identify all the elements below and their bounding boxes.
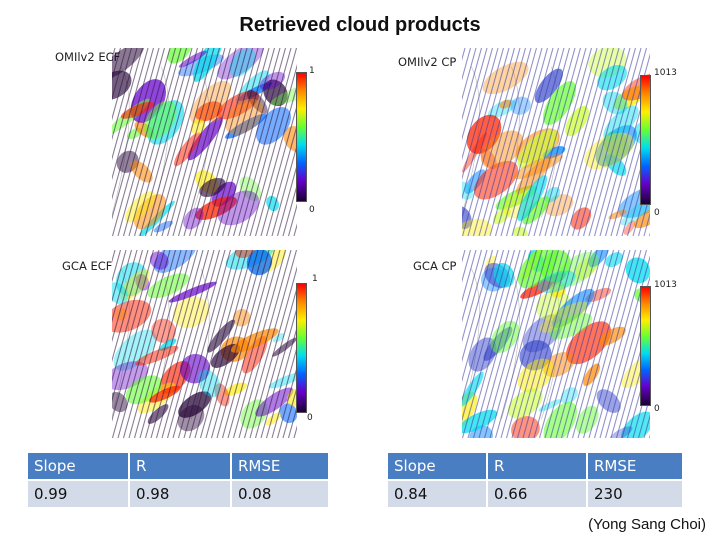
colorbar-max-omi-ecf: 1: [309, 66, 315, 76]
colorbar-max-gca-ecf: 1: [312, 274, 318, 284]
colorbar-max-omi-cp: 1013: [654, 68, 677, 78]
credit-text: (Yong Sang Choi): [588, 516, 706, 533]
stats-header-slope: Slope: [28, 453, 128, 479]
slide-title: Retrieved cloud products: [239, 14, 481, 36]
panel-label-omi-cp: OMIlv2 CP: [398, 55, 457, 69]
stats-value-slope: 0.84: [388, 481, 486, 507]
colorbar-min-omi-cp: 0: [654, 208, 660, 218]
colorbar-omi-cp: [640, 75, 651, 205]
colorbar-gca-ecf: [296, 283, 307, 413]
stats-value-rmse: 0.08: [232, 481, 328, 507]
map-gca-ecf: [112, 250, 297, 438]
panel-label-gca-ecf: GCA ECF: [62, 259, 113, 273]
stats-value-slope: 0.99: [28, 481, 128, 507]
colorbar-min-omi-ecf: 0: [309, 205, 315, 215]
stats-header-rmse: RMSE: [232, 453, 328, 479]
map-omi-cp: [462, 48, 650, 236]
panel-label-gca-cp: GCA CP: [413, 259, 457, 273]
colorbar-gca-cp: [640, 286, 651, 406]
stats-header-slope: Slope: [388, 453, 486, 479]
stats-header-rmse: RMSE: [588, 453, 682, 479]
panel-label-omi-ecf: OMIlv2 ECF: [55, 50, 121, 64]
colorbar-omi-ecf: [296, 72, 307, 202]
stats-value-r: 0.66: [488, 481, 586, 507]
stats-header-r: R: [488, 453, 586, 479]
colorbar-max-gca-cp: 1013: [654, 280, 677, 290]
colorbar-min-gca-ecf: 0: [307, 413, 313, 423]
map-omi-ecf: [112, 48, 297, 236]
stats-header-r: R: [130, 453, 230, 479]
stats-value-rmse: 230: [588, 481, 682, 507]
colorbar-min-gca-cp: 0: [654, 404, 660, 414]
map-gca-cp: [462, 250, 650, 438]
stats-value-r: 0.98: [130, 481, 230, 507]
stats-table-ecf: Slope R RMSE 0.99 0.98 0.08: [26, 451, 330, 509]
stats-table-cp: Slope R RMSE 0.84 0.66 230: [386, 451, 684, 509]
